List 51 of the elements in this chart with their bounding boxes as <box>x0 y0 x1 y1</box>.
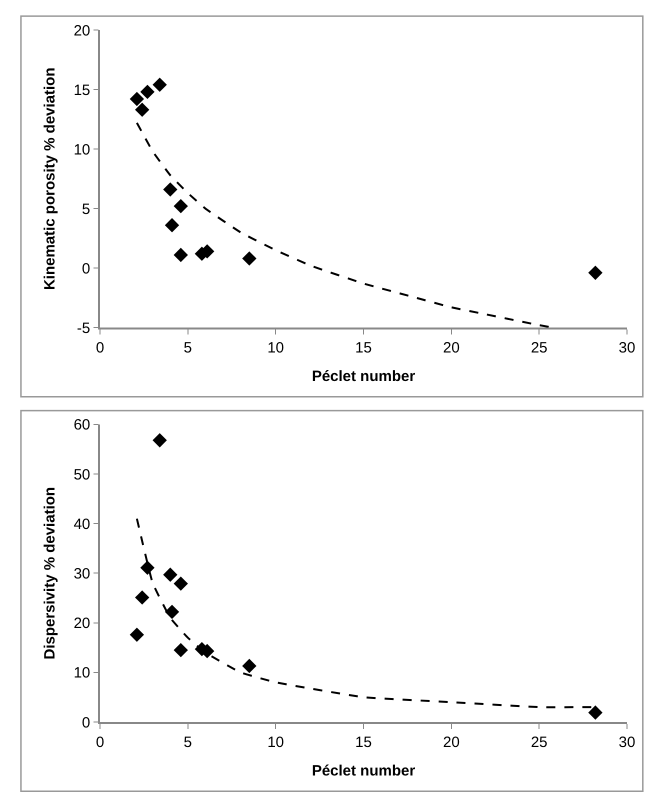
x-tick-label: 30 <box>618 339 636 356</box>
point <box>242 251 256 266</box>
point <box>242 658 256 674</box>
x-tick-label: 5 <box>184 734 192 751</box>
x-tick-label: 20 <box>442 339 460 356</box>
point <box>135 102 150 117</box>
point <box>152 78 167 92</box>
x-tick-label: 30 <box>618 734 636 751</box>
x-tick-label: 25 <box>530 339 548 356</box>
point <box>130 628 144 642</box>
point <box>588 266 603 280</box>
y-tick-label: 50 <box>74 466 90 484</box>
point <box>140 560 155 575</box>
point <box>164 218 180 232</box>
point <box>174 642 188 658</box>
point <box>135 590 150 605</box>
y-tick-label: 20 <box>74 615 90 632</box>
x-tick-label: 0 <box>96 734 104 751</box>
point <box>588 705 603 720</box>
x-tick-label: 15 <box>355 339 372 356</box>
y-tick-label: 10 <box>74 664 90 682</box>
point <box>152 433 167 448</box>
y-tick-label: 20 <box>74 22 90 40</box>
point <box>174 576 188 591</box>
x-tick-label: 5 <box>184 339 192 356</box>
y-tick-label: -5 <box>76 320 90 337</box>
y-tick-label: 30 <box>74 565 90 582</box>
point <box>174 199 188 214</box>
x-tick-label: 10 <box>267 734 284 751</box>
point <box>163 182 178 197</box>
x-axis-title: Péclet number <box>312 368 416 385</box>
y-tick-label: 0 <box>82 260 90 278</box>
y-tick-label: 40 <box>74 516 90 533</box>
point <box>140 84 155 100</box>
y-tick-label: 15 <box>74 82 90 99</box>
y-tick-label: 10 <box>74 141 90 158</box>
y-axis-title: Kinematic porosity % deviation <box>41 68 58 290</box>
x-tick-label: 25 <box>530 734 548 751</box>
x-tick-label: 20 <box>442 734 460 751</box>
point <box>174 248 188 262</box>
y-tick-label: 5 <box>82 200 90 218</box>
y-tick-label: 60 <box>74 416 90 434</box>
point <box>163 568 178 582</box>
y-tick-label: 0 <box>82 714 90 732</box>
x-tick-label: 0 <box>96 339 104 356</box>
point <box>164 604 180 620</box>
x-tick-label: 15 <box>355 734 372 751</box>
x-tick-label: 10 <box>267 339 284 356</box>
point <box>130 92 144 106</box>
x-axis-title: Péclet number <box>312 762 416 780</box>
y-axis-title: Dispersivity % deviation <box>41 486 58 660</box>
